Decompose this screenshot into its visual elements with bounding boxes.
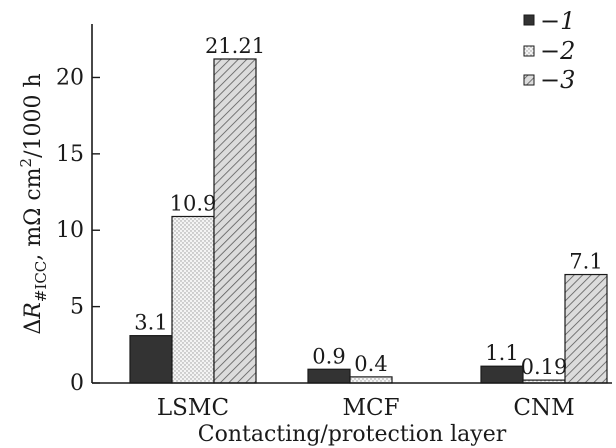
value-label-mcf-series-2: 0.4 <box>354 352 387 376</box>
y-tick-label-20: 20 <box>56 65 84 90</box>
y-tick-label-15: 15 <box>56 142 84 167</box>
legend-name-3: 3 <box>560 66 575 94</box>
x-tick-label-mcf: MCF <box>342 395 399 421</box>
y-axis-title-units: , mΩ cm <box>21 167 46 260</box>
bar-mcf-series-1 <box>307 368 351 384</box>
y-tick-label-0: 0 <box>70 371 84 396</box>
bars-layer <box>129 58 608 384</box>
y-axis-title-tail: /1000 h <box>21 73 46 158</box>
x-tick-label-cnm: CNM <box>513 395 574 421</box>
y-axis-title-superscript: 2 <box>17 158 35 168</box>
legend: −1 −2 −3 <box>523 7 575 94</box>
bar-mcf-series-2 <box>349 376 393 384</box>
legend-dash-2: − <box>540 37 560 65</box>
bar-cnm-series-1 <box>480 365 524 384</box>
bar-lsmc-series-3 <box>213 58 257 384</box>
legend-label-1: −1 <box>540 7 575 35</box>
y-axis-title-subscript: #ICC <box>32 261 50 302</box>
value-label-cnm-series-2: 0.19 <box>521 355 568 379</box>
value-label-lsmc-series-3: 21.21 <box>205 34 265 58</box>
value-label-cnm-series-1: 1.1 <box>485 341 518 365</box>
legend-name-2: 2 <box>559 37 575 65</box>
value-labels-layer: 3.1 0.9 1.1 10.9 0.4 0.19 21.21 7.1 <box>134 34 602 379</box>
legend-swatch-2 <box>523 45 535 57</box>
x-categories-layer: LSMC MCF CNM <box>157 395 575 421</box>
y-tick-label-5: 5 <box>70 295 84 320</box>
value-label-lsmc-series-1: 3.1 <box>134 311 167 335</box>
y-axis-title-symbol: R <box>21 302 46 320</box>
bar-cnm-series-3 <box>564 273 608 384</box>
value-label-cnm-series-3: 7.1 <box>569 250 602 274</box>
value-label-lsmc-series-2: 10.9 <box>170 191 217 215</box>
legend-name-1: 1 <box>560 7 575 35</box>
y-axis-title-delta: Δ <box>21 319 46 335</box>
legend-dash-3: − <box>540 66 560 94</box>
legend-label-3: −3 <box>540 66 575 94</box>
legend-swatch-1 <box>523 14 535 26</box>
legend-dash-1: − <box>540 7 560 35</box>
x-axis-title: Contacting/protection layer <box>198 422 507 447</box>
value-label-mcf-series-1: 0.9 <box>312 344 345 368</box>
legend-label-2: −2 <box>540 37 575 65</box>
y-axis-title: ΔR#ICC, mΩ cm2/1000 h <box>17 73 50 334</box>
y-ticks-layer: 0 5 10 15 20 <box>56 65 100 396</box>
bar-lsmc-series-1 <box>129 335 173 384</box>
bar-lsmc-series-2 <box>171 215 215 384</box>
y-tick-label-10: 10 <box>56 218 84 243</box>
x-tick-label-lsmc: LSMC <box>157 395 229 421</box>
legend-swatch-3 <box>523 74 535 86</box>
